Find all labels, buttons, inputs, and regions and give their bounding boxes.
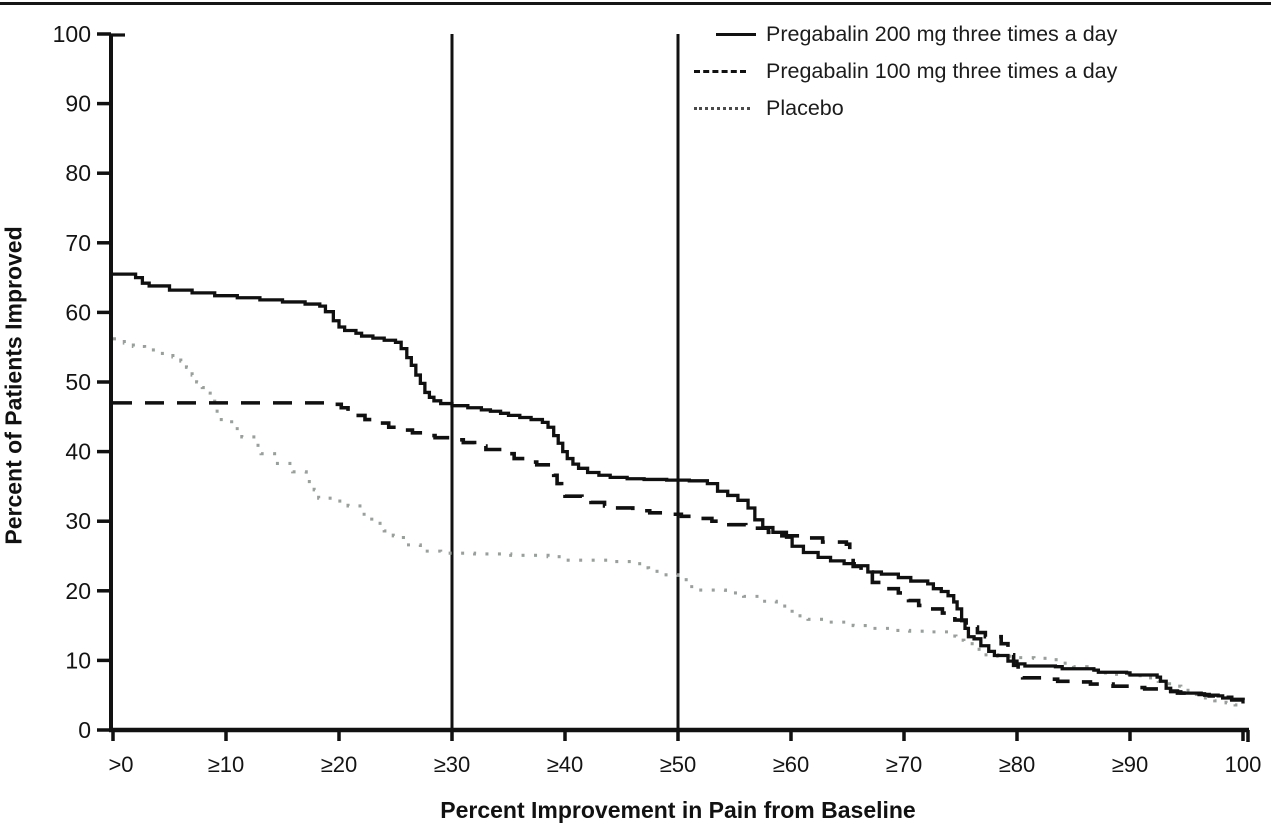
x-tick-label-70: ≥70 xyxy=(886,752,923,777)
y-tick-label-20: 20 xyxy=(65,578,91,604)
x-tick-label-80: ≥80 xyxy=(999,752,1036,777)
x-axis-title: Percent Improvement in Pain from Baselin… xyxy=(440,797,916,823)
y-tick-label-90: 90 xyxy=(65,91,91,117)
x-tick-label-90: ≥90 xyxy=(1112,752,1149,777)
y-tick-label-30: 30 xyxy=(65,508,91,534)
x-tick-label-20: ≥20 xyxy=(321,752,358,777)
y-tick-label-60: 60 xyxy=(65,299,91,325)
series-line-solid xyxy=(113,272,1245,704)
x-tick-label-40: ≥40 xyxy=(547,752,584,777)
y-tick-label-40: 40 xyxy=(65,439,91,465)
y-tick-label-100: 100 xyxy=(53,21,91,47)
legend-item-pregabalin-100: Pregabalin 100 mg three times a day xyxy=(694,53,1117,90)
figure-top-border xyxy=(0,2,1271,5)
y-tick-label-10: 10 xyxy=(65,647,91,673)
x-tick-label-60: ≥60 xyxy=(773,752,810,777)
x-tick-label-30: ≥30 xyxy=(434,752,471,777)
legend-solid-line-sample xyxy=(694,33,758,36)
y-tick-label-80: 80 xyxy=(65,160,91,186)
y-tick-label-50: 50 xyxy=(65,369,91,395)
y-axis-title: Percent of Patients Improved xyxy=(0,226,27,545)
series-line-dashed xyxy=(113,401,1245,702)
x-tick-label-0: >0 xyxy=(108,752,133,777)
x-tick-label-10: ≥10 xyxy=(208,752,245,777)
legend-label: Pregabalin 100 mg three times a day xyxy=(766,59,1118,83)
y-tick-label-0: 0 xyxy=(78,717,91,743)
legend-label: Pregabalin 200 mg three times a day xyxy=(766,22,1118,46)
legend-label: Placebo xyxy=(766,96,844,120)
x-tick-label-100: 100 xyxy=(1225,752,1262,777)
series-line-dotted xyxy=(113,337,1245,707)
legend-dotted-line-sample xyxy=(694,107,758,110)
legend-dashed-line-sample xyxy=(694,70,758,73)
x-tick-label-50: ≥50 xyxy=(660,752,697,777)
legend-item-placebo: Placebo xyxy=(694,90,1117,127)
legend: Pregabalin 200 mg three times a day Preg… xyxy=(694,16,1117,127)
y-tick-label-70: 70 xyxy=(65,230,91,256)
legend-item-pregabalin-200: Pregabalin 200 mg three times a day xyxy=(694,16,1117,53)
